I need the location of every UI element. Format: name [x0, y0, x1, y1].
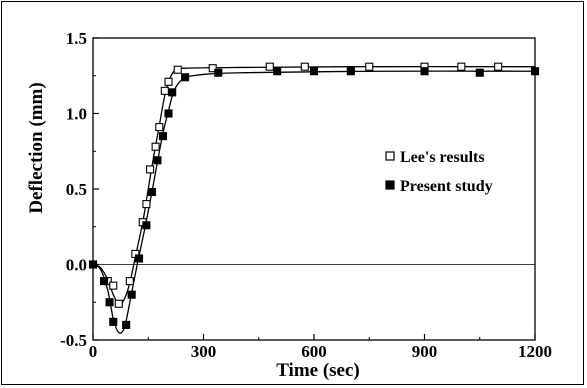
data-point-lees-results: [494, 62, 503, 71]
data-point-present-study: [273, 67, 282, 76]
data-point-lees-results: [160, 86, 169, 95]
data-point-present-study: [475, 68, 484, 77]
series-curves: [92, 65, 536, 334]
y-tick-label: 0.5: [66, 180, 87, 199]
series-line-present-study: [92, 70, 536, 334]
data-point-lees-results: [125, 277, 134, 286]
x-tick-label: 1200: [518, 342, 552, 361]
data-point-lees-results: [457, 62, 466, 71]
data-point-present-study: [158, 132, 168, 141]
data-point-present-study: [153, 156, 162, 165]
data-point-present-study: [420, 67, 429, 76]
data-point-present-study: [122, 320, 131, 329]
y-tick-label: 1.0: [66, 105, 87, 124]
data-point-present-study: [105, 298, 114, 307]
y-tick-label: 0.0: [66, 256, 87, 275]
data-point-lees-results: [265, 62, 274, 71]
data-point-present-study: [530, 67, 540, 76]
data-point-present-study: [214, 68, 223, 77]
data-point-present-study: [88, 260, 98, 269]
x-tick-label: 0: [89, 342, 98, 361]
data-point-lees-results: [173, 65, 182, 74]
x-tick-label: 300: [191, 342, 217, 361]
legend: Lee's results Present study: [385, 149, 493, 195]
data-point-lees-results: [151, 142, 160, 151]
data-point-lees-results: [300, 62, 309, 71]
x-axis-title: Time (sec): [276, 360, 360, 381]
legend-marker-lees-results: [385, 151, 395, 161]
data-point-present-study: [164, 109, 173, 118]
data-point-lees-results: [114, 299, 123, 308]
data-point-lees-results: [208, 64, 217, 73]
data-point-present-study: [309, 67, 319, 76]
x-tick-label: 600: [301, 342, 327, 361]
y-tick-label: 1.5: [66, 29, 87, 48]
data-point-present-study: [134, 254, 144, 263]
data-point-present-study: [181, 73, 190, 82]
data-point-lees-results: [164, 77, 173, 86]
data-point-lees-results: [109, 281, 118, 290]
series-line-lees-results: [92, 65, 536, 305]
data-point-present-study: [147, 187, 156, 197]
data-point-lees-results: [142, 200, 151, 209]
y-tick-label: -0.5: [60, 331, 87, 350]
data-point-present-study: [142, 221, 151, 230]
series-markers: [88, 62, 540, 329]
data-point-lees-results: [146, 165, 155, 174]
data-point-present-study: [346, 67, 355, 76]
data-point-lees-results: [365, 62, 374, 71]
legend-label-present-study: Present study: [400, 178, 493, 195]
axis-ticks: 0 300 600 900 1200 -0.5 0.0 0.5 1.0 1.5: [60, 29, 552, 361]
legend-marker-present-study: [385, 180, 395, 190]
data-point-present-study: [127, 290, 136, 299]
y-axis-title: Deflection (mm): [26, 82, 47, 213]
legend-label-lees-results: Lee's results: [400, 149, 485, 166]
data-point-present-study: [109, 317, 118, 326]
data-point-present-study: [100, 277, 109, 286]
data-point-present-study: [168, 88, 177, 97]
x-tick-label: 900: [412, 342, 438, 361]
data-point-lees-results: [155, 123, 164, 132]
